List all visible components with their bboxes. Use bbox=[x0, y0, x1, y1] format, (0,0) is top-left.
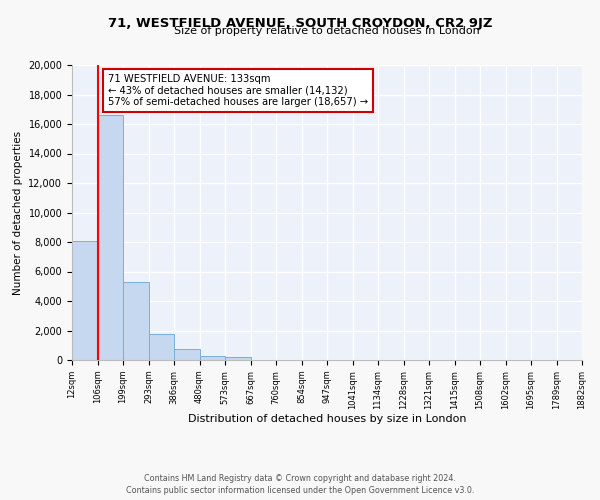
Bar bbox=[123, 282, 149, 360]
Title: Size of property relative to detached houses in London: Size of property relative to detached ho… bbox=[174, 26, 480, 36]
Y-axis label: Number of detached properties: Number of detached properties bbox=[13, 130, 23, 294]
Bar bbox=[72, 240, 97, 360]
X-axis label: Distribution of detached houses by size in London: Distribution of detached houses by size … bbox=[188, 414, 466, 424]
Text: 71 WESTFIELD AVENUE: 133sqm
← 43% of detached houses are smaller (14,132)
57% of: 71 WESTFIELD AVENUE: 133sqm ← 43% of det… bbox=[108, 74, 368, 107]
Text: 71, WESTFIELD AVENUE, SOUTH CROYDON, CR2 9JZ: 71, WESTFIELD AVENUE, SOUTH CROYDON, CR2… bbox=[108, 18, 492, 30]
Bar bbox=[225, 357, 251, 360]
Bar bbox=[149, 334, 174, 360]
Bar bbox=[174, 349, 199, 360]
Bar bbox=[199, 356, 225, 360]
Text: Contains HM Land Registry data © Crown copyright and database right 2024.
Contai: Contains HM Land Registry data © Crown c… bbox=[126, 474, 474, 495]
Bar bbox=[97, 115, 123, 360]
